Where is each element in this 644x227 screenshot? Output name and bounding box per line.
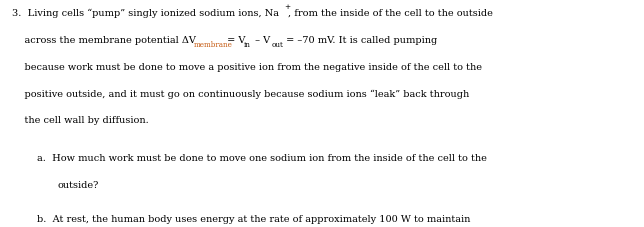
Text: out: out [272, 41, 284, 49]
Text: outside?: outside? [57, 180, 99, 190]
Text: , from the inside of the cell to the outside: , from the inside of the cell to the out… [289, 9, 493, 18]
Text: because work must be done to move a positive ion from the negative inside of the: because work must be done to move a posi… [12, 63, 482, 72]
Text: +: + [285, 3, 290, 11]
Text: 3.  Living cells “pump” singly ionized sodium ions, Na: 3. Living cells “pump” singly ionized so… [12, 9, 279, 18]
Text: = V: = V [224, 36, 245, 45]
Text: across the membrane potential ΔV: across the membrane potential ΔV [12, 36, 196, 45]
Text: positive outside, and it must go on continuously because sodium ions “leak” back: positive outside, and it must go on cont… [12, 89, 469, 99]
Text: in: in [244, 41, 251, 49]
Text: membrane: membrane [194, 41, 232, 49]
Text: b.  At rest, the human body uses energy at the rate of approximately 100 W to ma: b. At rest, the human body uses energy a… [37, 215, 471, 224]
Text: – V: – V [252, 36, 270, 45]
Text: a.  How much work must be done to move one sodium ion from the inside of the cel: a. How much work must be done to move on… [37, 154, 488, 163]
Text: = –70 mV. It is called pumping: = –70 mV. It is called pumping [283, 36, 437, 45]
Text: the cell wall by diffusion.: the cell wall by diffusion. [12, 116, 148, 125]
